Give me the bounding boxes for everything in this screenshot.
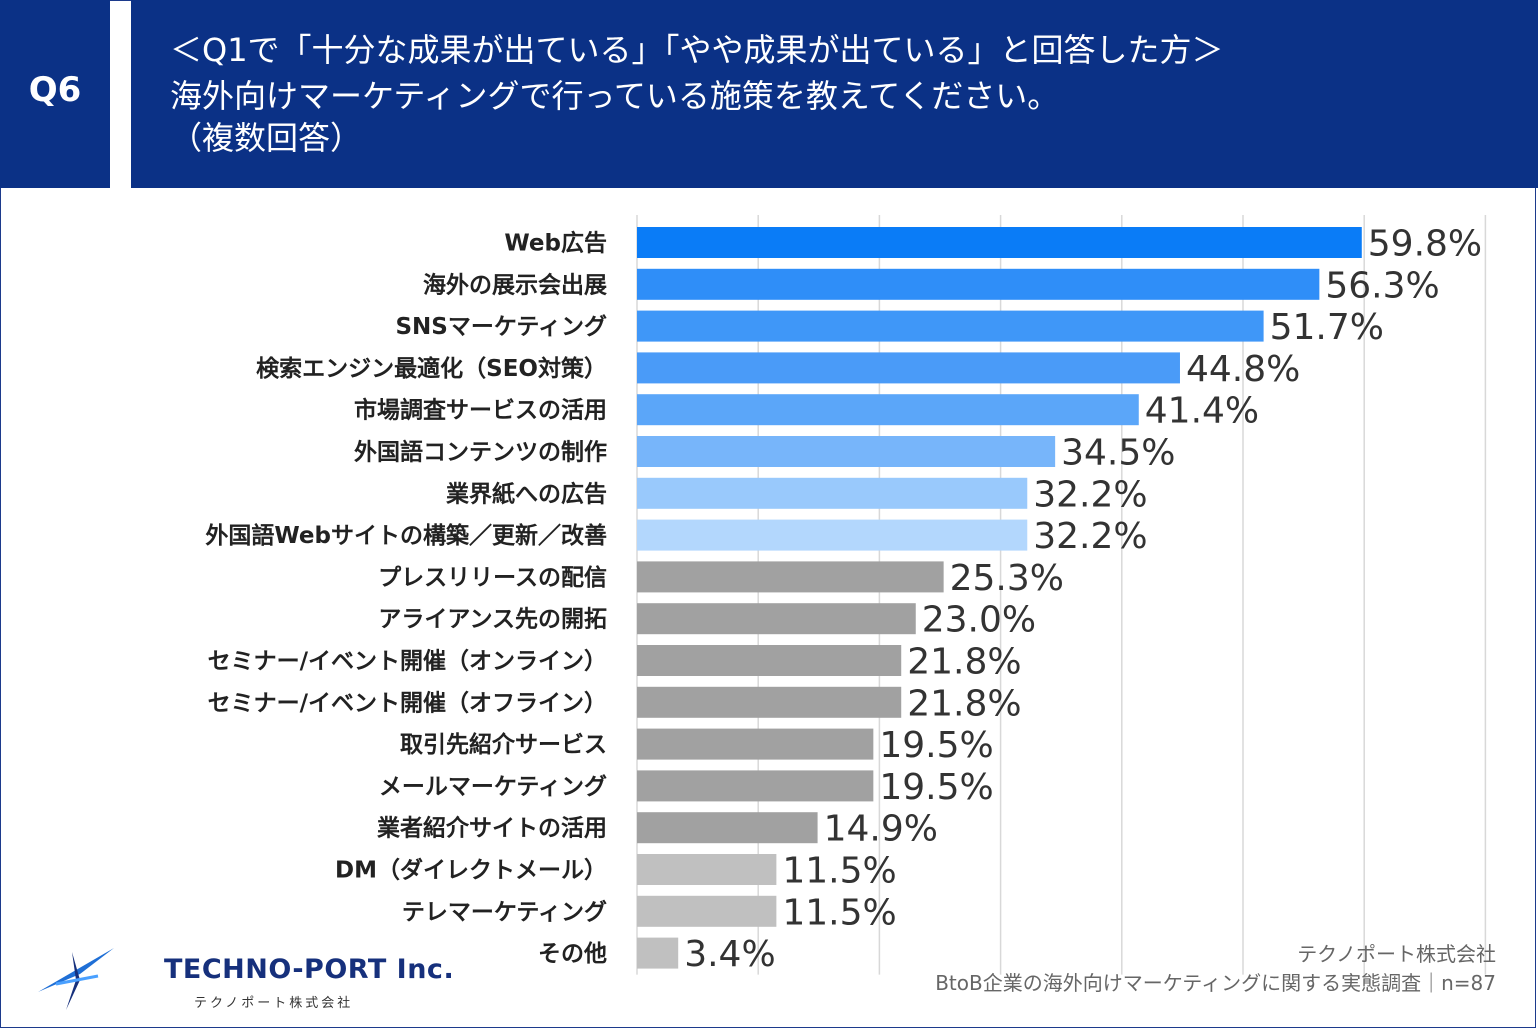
category-label: 外国語Webサイトの構築／更新／改善 xyxy=(205,522,607,549)
category-label: プレスリリースの配信 xyxy=(378,564,607,591)
value-label: 14.9% xyxy=(824,809,938,850)
bar xyxy=(637,352,1180,384)
value-label: 21.8% xyxy=(907,683,1021,724)
category-label: DM（ダイレクトメール） xyxy=(335,857,607,884)
bar xyxy=(637,728,874,760)
bar xyxy=(637,561,944,593)
question-line-3: （複数回答） xyxy=(170,119,363,157)
category-label: アライアンス先の開拓 xyxy=(378,607,607,633)
value-label: 21.8% xyxy=(907,642,1021,683)
value-label: 56.3% xyxy=(1325,265,1439,306)
value-label: 19.5% xyxy=(879,725,993,766)
source-company: テクノポート株式会社 xyxy=(1297,942,1496,966)
value-label: 23.0% xyxy=(922,600,1036,641)
category-label: 業者紹介サイトの活用 xyxy=(376,815,607,842)
value-label: 44.8% xyxy=(1186,349,1300,390)
bar xyxy=(637,519,1028,551)
value-label: 11.5% xyxy=(782,851,896,892)
bar xyxy=(637,394,1139,426)
category-label: 市場調査サービスの活用 xyxy=(354,397,607,424)
company-logo: TECHNO-PORT Inc. テクノポート株式会社 xyxy=(36,940,454,1020)
bar xyxy=(637,770,874,802)
value-label: 51.7% xyxy=(1270,307,1384,348)
bar xyxy=(637,477,1028,509)
bar xyxy=(637,937,679,969)
category-label: Web広告 xyxy=(504,230,607,257)
value-label: 32.2% xyxy=(1033,516,1147,557)
value-label: 19.5% xyxy=(879,767,993,808)
category-label: その他 xyxy=(538,941,607,967)
value-label: 59.8% xyxy=(1368,224,1482,265)
bar xyxy=(637,310,1264,342)
value-label: 34.5% xyxy=(1061,433,1175,474)
bar xyxy=(637,268,1320,300)
bar xyxy=(637,436,1056,467)
bar xyxy=(637,895,777,927)
category-label: 業界紙への広告 xyxy=(445,480,607,507)
value-label: 25.3% xyxy=(950,558,1064,599)
bar xyxy=(637,812,818,844)
category-label: メールマーケティング xyxy=(379,773,607,800)
value-label: 32.2% xyxy=(1033,474,1147,515)
logo-wordmark: TECHNO-PORT Inc. xyxy=(164,954,455,985)
category-label: SNSマーケティング xyxy=(395,313,607,340)
bar xyxy=(637,603,916,635)
category-label: セミナー/イベント開催（オンライン） xyxy=(208,648,607,675)
category-label: セミナー/イベント開催（オフライン） xyxy=(208,689,607,716)
bar xyxy=(637,227,1362,258)
category-label: 取引先紹介サービス xyxy=(400,731,607,758)
value-label: 3.4% xyxy=(684,934,775,975)
logo-mark-icon xyxy=(38,948,114,1010)
value-label: 41.4% xyxy=(1145,391,1259,432)
question-header xyxy=(131,0,1538,188)
question-number-box: Q6 xyxy=(0,0,110,188)
question-line-1: ＜Q1で「十分な成果が出ている」「やや成果が出ている」と回答した方＞ xyxy=(170,31,1224,69)
source-survey: BtoB企業の海外向けマーケティングに関する実態調査｜n=87 xyxy=(935,971,1496,995)
logo-subtitle: テクノポート株式会社 xyxy=(194,996,354,1011)
question-number: Q6 xyxy=(28,70,82,110)
category-label: 検索エンジン最適化（SEO対策） xyxy=(256,355,607,382)
category-label: テレマーケティング xyxy=(402,898,607,925)
source-note: テクノポート株式会社 BtoB企業の海外向けマーケティングに関する実態調査｜n=… xyxy=(935,940,1496,998)
bar xyxy=(637,686,902,718)
bar xyxy=(637,854,777,885)
question-line-2: 海外向けマーケティングで行っている施策を教えてください。 xyxy=(170,77,1060,115)
bar xyxy=(637,645,902,676)
category-label: 海外の展示会出展 xyxy=(423,271,607,298)
value-label: 11.5% xyxy=(782,892,896,933)
category-label: 外国語コンテンツの制作 xyxy=(354,439,607,466)
